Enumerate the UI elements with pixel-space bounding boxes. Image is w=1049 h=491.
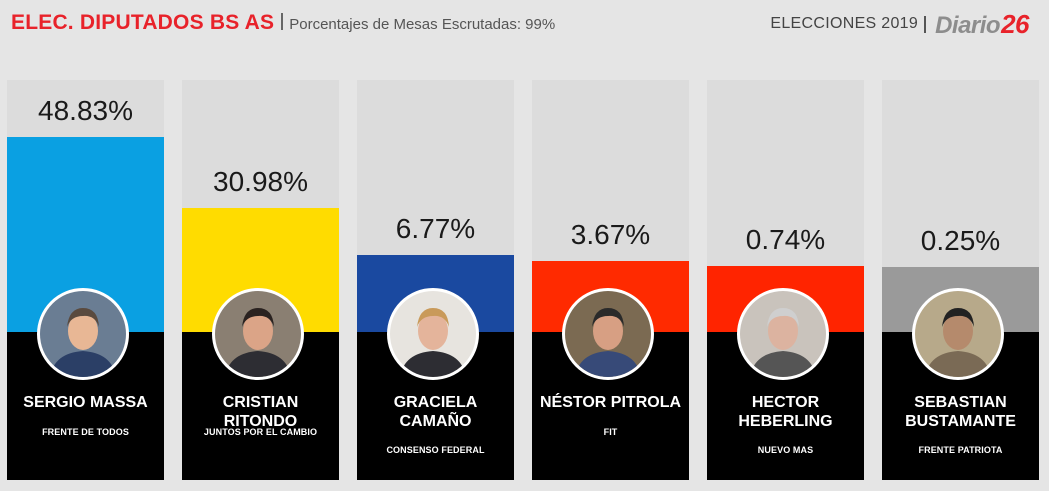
candidate-name-line: SERGIO MASSA: [23, 394, 148, 411]
candidate-name-line: NÉSTOR PITROLA: [539, 394, 682, 411]
candidate-name: SERGIO MASSA: [11, 393, 160, 412]
percentage-label: 48.83%: [38, 95, 133, 126]
percentage-label: 3.67%: [570, 218, 651, 250]
candidate-name: GRACIELA CAMAÑO: [361, 393, 510, 431]
candidate-photo: [387, 288, 479, 380]
percentage-label: 0.74%: [745, 223, 826, 255]
percentage-label: 6.77%: [395, 213, 476, 245]
candidate-name: CRISTIAN RITONDO: [186, 393, 335, 431]
candidate-name-line: HEBERLING: [738, 413, 833, 430]
candidate-name: NÉSTOR PITROLA: [536, 393, 685, 412]
elections-label-text: ELECCIONES: [770, 15, 877, 32]
logo-text: Diario: [935, 11, 1001, 39]
candidate-column: 0.74% HECTOR HEBERLING NUEVO MAS: [707, 80, 864, 480]
percentage-label: 30.98%: [213, 166, 308, 198]
candidate-name-line: CRISTIAN RITONDO: [222, 394, 299, 430]
candidate-name-line: CAMAÑO: [399, 413, 472, 430]
header: ELEC. DIPUTADOS BS AS Porcentajes de Mesa…: [0, 0, 1049, 50]
chart-title-text: ELEC. DIPUTADOS BS AS: [11, 11, 275, 34]
percentage-label: 0.25%: [920, 224, 1001, 256]
logo-number: 26: [1001, 8, 1029, 39]
candidate-name: SEBASTIAN BUSTAMANTE: [886, 393, 1035, 431]
candidate-name-line: HECTOR: [751, 394, 820, 411]
candidate-name-line: BUSTAMANTE: [905, 413, 1016, 430]
candidate-column: 30.98% CRISTIAN RITONDO JUNTOS POR EL CAMB…: [182, 80, 339, 480]
chart-subtitle: Porcentajes de Mesas Escrutadas: 99%: [289, 16, 556, 33]
candidate-photo: [912, 288, 1004, 380]
party-label: FRENTE DE TODOS: [42, 427, 129, 437]
candidate-column: 48.83% SERGIO MASSA FRENTE DE TODOS: [7, 80, 164, 480]
candidate-name-line: SEBASTIAN: [914, 394, 1007, 411]
elections-year: 2019: [881, 15, 919, 32]
party-label: FRENTE PATRIOTA: [918, 445, 1003, 455]
candidate-photo: [212, 288, 304, 380]
candidate-column: 0.25% SEBASTIAN BUSTAMANTE FRENTE PATRIOTA: [882, 80, 1039, 480]
elections-label: ELECCIONES 2019: [770, 15, 918, 33]
party-label: CONSENSO FEDERAL: [386, 445, 485, 455]
candidate-photo: [37, 288, 129, 380]
candidate-column: 6.77% GRACIELA CAMAÑO CONSENSO FEDERAL: [357, 80, 514, 480]
candidate-name-line: GRACIELA: [393, 394, 478, 411]
party-label: FIT: [603, 427, 618, 437]
diario26-logo: Diario26: [935, 9, 1029, 40]
candidate-photo: [737, 288, 829, 380]
candidate-photo: [562, 288, 654, 380]
title-separator: [281, 13, 284, 30]
brand-separator: [924, 15, 927, 33]
chart-title: ELEC. DIPUTADOS BS AS Porcentajes de Mesa…: [11, 11, 555, 35]
candidate-column: 3.67% NÉSTOR PITROLA FIT: [532, 80, 689, 480]
brand-block: ELECCIONES 2019 Diario26: [770, 9, 1029, 39]
party-label: JUNTOS POR EL CAMBIO: [203, 427, 318, 437]
party-label: NUEVO MAS: [757, 445, 814, 455]
candidate-name: HECTOR HEBERLING: [711, 393, 860, 431]
